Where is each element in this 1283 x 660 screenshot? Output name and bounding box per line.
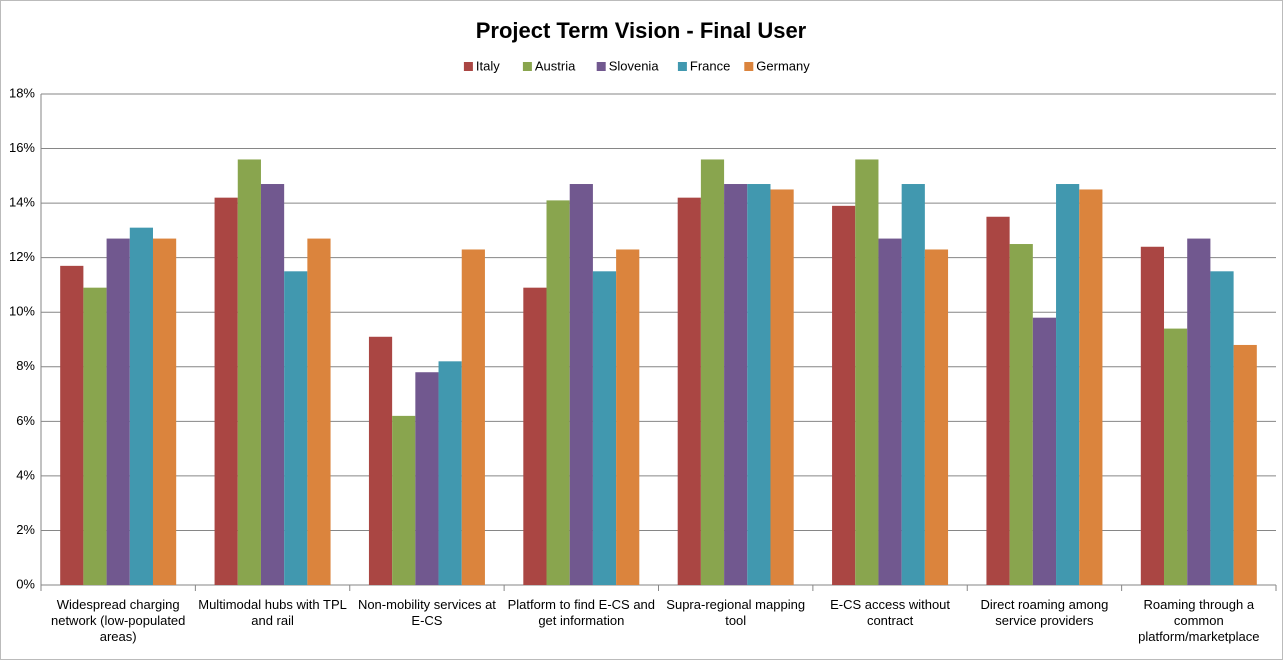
x-tick-label: Direct roaming among service providers — [980, 597, 1109, 628]
bar — [677, 197, 701, 585]
bar — [724, 184, 748, 585]
bar — [569, 184, 593, 585]
bar — [523, 287, 547, 585]
bar — [307, 238, 331, 586]
legend-swatch — [677, 62, 687, 71]
bar — [1140, 246, 1165, 585]
bar — [616, 249, 640, 585]
y-tick-label: 16% — [9, 140, 35, 155]
y-tick-label: 6% — [16, 413, 35, 428]
bar — [832, 205, 856, 586]
bar — [152, 238, 177, 586]
y-tick-label: 10% — [9, 304, 35, 319]
bar — [855, 159, 879, 585]
x-tick-label: E-CS access without contract — [830, 597, 951, 628]
legend-swatch — [596, 62, 606, 71]
bar — [1187, 238, 1211, 586]
legend-label: Austria — [535, 58, 576, 73]
bar — [214, 197, 238, 585]
bar — [1164, 328, 1188, 585]
bar — [1233, 344, 1257, 585]
y-tick-label: 8% — [16, 358, 35, 373]
bar — [438, 361, 462, 585]
y-tick-label: 18% — [9, 85, 35, 100]
y-tick-label: 4% — [16, 467, 35, 482]
bar — [60, 265, 84, 585]
legend-label: Italy — [476, 58, 500, 73]
bar — [461, 249, 485, 585]
bar — [284, 271, 308, 585]
bar — [260, 184, 285, 585]
bar — [415, 372, 439, 585]
bar — [1056, 184, 1080, 585]
y-tick-label: 14% — [9, 195, 35, 210]
bar — [924, 249, 949, 585]
legend-swatch — [463, 62, 473, 71]
x-tick-label: Platform to find E-CS and get informatio… — [507, 597, 656, 628]
x-tick-label: Roaming through a common platform/market… — [1138, 597, 1260, 644]
bar — [129, 227, 153, 585]
bar — [1210, 271, 1234, 585]
bar — [901, 184, 925, 585]
bar — [83, 287, 107, 585]
x-tick-label: Multimodal hubs with TPL and rail — [198, 597, 347, 628]
bar — [368, 336, 393, 585]
y-tick-label: 12% — [9, 249, 35, 264]
chart-title: Project Term Vision - Final User — [476, 18, 807, 43]
legend-label: Slovenia — [609, 58, 660, 73]
legend-label: Germany — [756, 58, 810, 73]
y-tick-label: 0% — [16, 576, 35, 591]
bar — [592, 271, 617, 585]
legend-swatch — [522, 62, 532, 71]
bar — [1009, 244, 1033, 585]
bar — [392, 415, 416, 585]
bar — [1079, 189, 1103, 585]
x-tick-label: Supra-regional mapping tool — [666, 597, 806, 628]
bar — [106, 238, 130, 586]
bar — [237, 159, 261, 585]
bar — [878, 238, 902, 586]
y-tick-label: 2% — [16, 522, 35, 537]
x-tick-label: Non-mobility services at E-CS — [357, 597, 496, 628]
bar — [747, 184, 771, 585]
x-tick-label: Widespread charging network (low-populat… — [50, 597, 186, 644]
bar — [1032, 317, 1057, 585]
bar — [700, 159, 725, 585]
bar — [546, 200, 570, 585]
bar — [770, 189, 794, 585]
bar — [986, 216, 1010, 585]
legend-label: France — [690, 58, 730, 73]
legend-swatch — [744, 62, 754, 71]
